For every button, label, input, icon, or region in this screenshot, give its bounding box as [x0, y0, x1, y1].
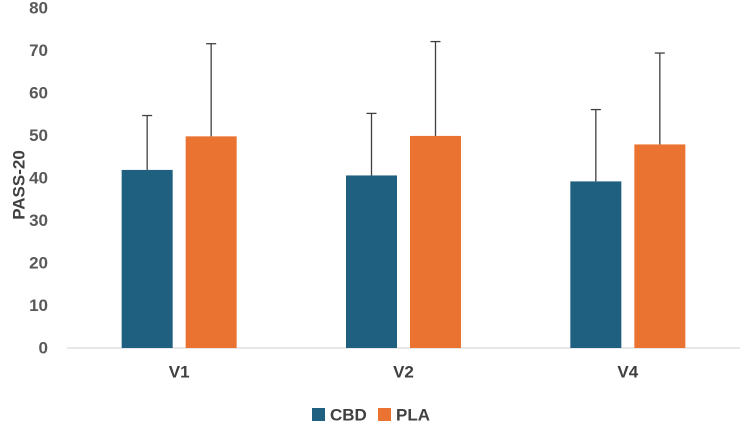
y-tick-label: 40	[29, 169, 48, 188]
y-tick-label: 70	[29, 41, 48, 60]
x-axis-labels: V1 V2 V4	[169, 363, 639, 382]
y-tick-label: 20	[29, 254, 48, 273]
legend-swatch-pla	[378, 408, 391, 421]
bar-cbd-v4	[570, 181, 622, 348]
y-axis: 0 10 20 30 40 50 60 70 80	[29, 0, 48, 358]
legend: CBD PLA	[312, 406, 430, 424]
bar-pla-v1	[185, 136, 237, 348]
bars	[121, 135, 686, 348]
y-tick-label: 30	[29, 211, 48, 230]
y-tick-label: 10	[29, 296, 48, 315]
y-axis-title: PASS-20	[10, 150, 29, 220]
bar-cbd-v2	[346, 175, 397, 348]
legend-label-pla: PLA	[396, 406, 430, 424]
x-tick-label-v4: V4	[617, 363, 638, 382]
legend-label-cbd: CBD	[330, 406, 367, 424]
y-tick-label: 50	[29, 126, 48, 145]
bar-cbd-v1	[121, 169, 173, 348]
bar-pla-v4	[634, 144, 686, 348]
x-tick-label-v2: V2	[393, 363, 414, 382]
bar-pla-v2	[410, 135, 461, 348]
y-tick-label: 80	[29, 0, 48, 18]
x-tick-label-v1: V1	[169, 363, 190, 382]
y-tick-label: 60	[29, 84, 48, 103]
legend-swatch-cbd	[312, 408, 325, 421]
y-tick-label: 0	[39, 339, 48, 358]
error-bars	[142, 40, 665, 182]
